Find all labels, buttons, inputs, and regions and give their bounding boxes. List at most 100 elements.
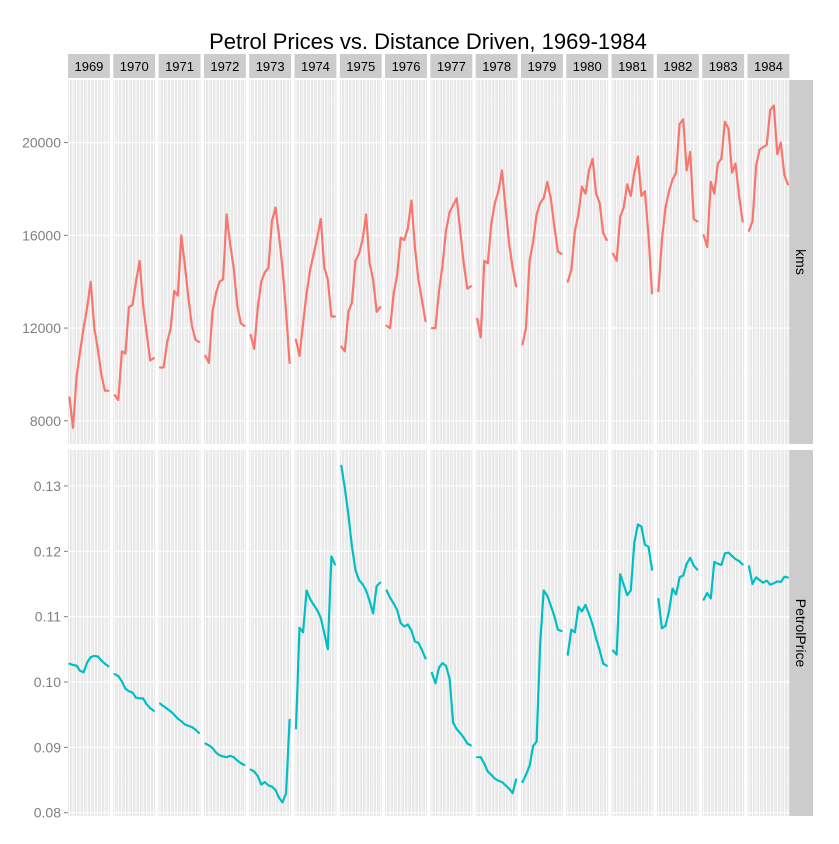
facet-panel-kms-1979 (521, 80, 563, 444)
y-tick-label-PetrolPrice: 0.12 (34, 543, 61, 559)
series-line-PetrolPrice-1972 (204, 742, 246, 767)
facet-panel-PetrolPrice-1977 (430, 450, 473, 816)
facet-strip-label-1981: 1981 (618, 59, 647, 74)
facet-strip-label-1976: 1976 (392, 59, 421, 74)
facet-panel-PetrolPrice-1981 (611, 450, 654, 816)
facet-panel-PetrolPrice-1984 (747, 450, 790, 816)
facet-strip-label-1973: 1973 (256, 59, 285, 74)
panel-strip-label-PetrolPrice: PetrolPrice (793, 599, 809, 668)
facet-strip-label-1974: 1974 (301, 59, 330, 74)
facet-panel-PetrolPrice-1969 (68, 450, 110, 816)
facet-strip-1982 (656, 54, 699, 78)
facet-strip-label-1980: 1980 (573, 59, 602, 74)
facet-panel-PetrolPrice-1971 (158, 450, 201, 816)
series-line-kms-1984 (747, 104, 790, 232)
facet-strip-1972 (203, 54, 246, 78)
facet-strip-1976 (385, 54, 427, 78)
facet-strip-label-1972: 1972 (210, 59, 239, 74)
facet-strip-label-1978: 1978 (482, 59, 511, 74)
facet-panel-PetrolPrice-1970 (113, 450, 156, 816)
panel-strip-label-kms: kms (793, 249, 809, 275)
series-line-kms-1983 (702, 120, 744, 248)
series-line-PetrolPrice-1980 (566, 603, 608, 667)
facet-strip-1977 (430, 54, 473, 78)
series-line-PetrolPrice-1970 (113, 673, 155, 712)
facet-panel-kms-1969 (68, 80, 110, 444)
facet-strip-1978 (475, 54, 518, 78)
facet-strip-1981 (611, 54, 654, 78)
facet-panel-kms-1980 (566, 80, 609, 444)
facet-strip-1983 (702, 54, 745, 78)
y-tick-label-kms: 12000 (22, 320, 61, 336)
facet-strip-label-1977: 1977 (437, 59, 466, 74)
facet-panel-kms-1976 (385, 80, 427, 444)
facet-panel-PetrolPrice-1972 (203, 450, 246, 816)
series-line-kms-1977 (430, 197, 472, 330)
series-line-kms-1971 (159, 234, 201, 369)
facet-strip-label-1971: 1971 (165, 59, 194, 74)
series-line-kms-1969 (68, 280, 110, 429)
facet-strip-1975 (339, 54, 382, 78)
series-line-kms-1970 (113, 259, 155, 401)
y-tick-label-kms: 8000 (30, 413, 61, 429)
facet-strip-1979 (521, 54, 563, 78)
series-line-PetrolPrice-1969 (68, 654, 110, 674)
facet-strip-label-1969: 1969 (74, 59, 103, 74)
panel-strip-PetrolPrice (789, 450, 813, 816)
facet-panel-PetrolPrice-1983 (702, 450, 745, 816)
facet-panel-kms-1977 (430, 80, 473, 444)
facet-strip-1980 (566, 54, 609, 78)
y-tick-label-PetrolPrice: 0.11 (35, 609, 61, 625)
series-line-PetrolPrice-1977 (430, 661, 472, 747)
facet-strip-label-1970: 1970 (120, 59, 149, 74)
facet-panel-kms-1978 (475, 80, 518, 444)
facet-panel-kms-1984 (747, 80, 790, 444)
facet-strip-1969 (68, 54, 110, 78)
facet-strip-label-1982: 1982 (663, 59, 692, 74)
facet-strip-1971 (158, 54, 201, 78)
facet-panel-PetrolPrice-1974 (294, 450, 337, 816)
facet-panel-kms-1971 (158, 80, 201, 444)
series-line-kms-1972 (204, 213, 246, 364)
facet-panel-PetrolPrice-1980 (566, 450, 609, 816)
series-line-PetrolPrice-1978 (476, 756, 518, 795)
series-line-kms-1980 (566, 157, 608, 283)
series-line-PetrolPrice-1975 (340, 464, 382, 615)
facet-panel-PetrolPrice-1975 (339, 450, 382, 816)
series-line-kms-1976 (385, 199, 427, 330)
facet-panel-PetrolPrice-1973 (249, 450, 292, 816)
facet-strip-label-1975: 1975 (346, 59, 375, 74)
y-tick-label-PetrolPrice: 0.09 (34, 739, 61, 755)
facet-strip-1984 (747, 54, 790, 78)
facet-panel-kms-1981 (611, 80, 654, 444)
series-line-kms-1982 (657, 118, 699, 293)
facet-strip-label-1979: 1979 (527, 59, 556, 74)
facet-panel-kms-1975 (339, 80, 382, 444)
panel-strip-kms (789, 80, 813, 444)
y-tick-label-kms: 20000 (22, 135, 61, 151)
series-line-kms-1975 (340, 213, 382, 353)
y-tick-label-kms: 16000 (22, 227, 61, 243)
series-line-kms-1981 (611, 155, 654, 295)
series-line-PetrolPrice-1979 (521, 589, 563, 784)
series-line-PetrolPrice-1976 (385, 589, 427, 660)
facet-panel-PetrolPrice-1982 (656, 450, 699, 816)
facet-panel-PetrolPrice-1976 (385, 450, 427, 816)
series-line-kms-1979 (521, 180, 563, 346)
facet-panel-kms-1972 (203, 80, 246, 444)
series-line-PetrolPrice-1973 (249, 718, 291, 804)
series-line-kms-1978 (476, 169, 518, 339)
facet-strip-1974 (294, 54, 337, 78)
series-line-kms-1973 (249, 206, 291, 364)
facet-strip-1973 (249, 54, 292, 78)
facet-panel-kms-1970 (113, 80, 156, 444)
series-line-PetrolPrice-1974 (294, 555, 336, 730)
series-line-PetrolPrice-1984 (747, 565, 790, 586)
facet-strip-1970 (113, 54, 156, 78)
facet-strip-label-1984: 1984 (754, 59, 783, 74)
facet-panel-PetrolPrice-1978 (475, 450, 518, 816)
chart-title: Petrol Prices vs. Distance Driven, 1969-… (209, 29, 647, 54)
y-tick-label-PetrolPrice: 0.13 (34, 478, 61, 494)
facet-panel-kms-1983 (702, 80, 745, 444)
